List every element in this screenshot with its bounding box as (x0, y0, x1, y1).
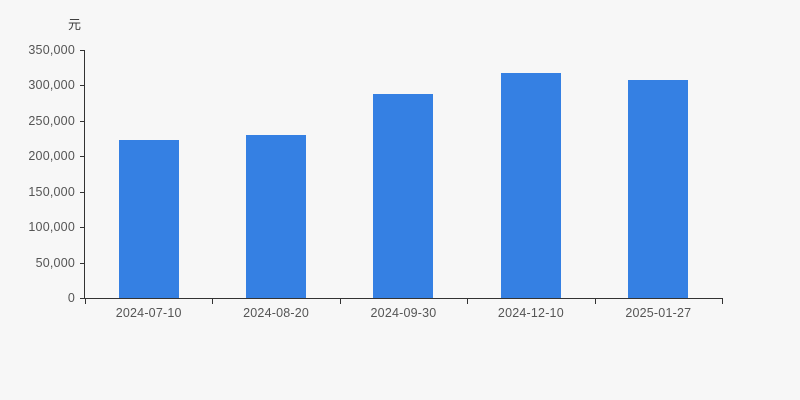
y-axis: 0 50,000 100,000 150,000 200,000 250,000 300,0… (0, 0, 85, 305)
y-axis-tick-label: 250,000 (28, 113, 75, 128)
x-axis-tick-label: 2024-07-10 (115, 306, 182, 320)
x-axis-tick (212, 298, 214, 304)
bar-slot (467, 50, 594, 298)
y-axis-tick (80, 298, 85, 299)
y-axis-tick-label: 100,000 (28, 220, 75, 235)
y-axis-tick-label: 300,000 (28, 78, 75, 93)
y-axis-tick-label: 0 (67, 291, 75, 305)
bar-slot (595, 50, 722, 298)
x-axis-line (85, 298, 723, 299)
bar[interactable] (118, 140, 179, 298)
y-axis-tick (80, 50, 85, 51)
x-axis-tick (594, 298, 596, 304)
x-axis-tick-label: 2024-09-30 (370, 306, 437, 320)
bar[interactable] (246, 135, 307, 298)
y-axis-tick (80, 262, 85, 264)
y-axis-tick (80, 156, 85, 158)
y-axis-tick (80, 191, 85, 193)
y-axis-tick (80, 120, 85, 122)
y-axis-tick (80, 227, 85, 229)
x-axis-tick (339, 298, 341, 304)
bar-slot (212, 50, 339, 298)
y-axis-tick-label: 350,000 (28, 43, 75, 57)
y-axis-line (84, 50, 85, 299)
x-axis-tick-label: 2024-12-10 (497, 306, 564, 320)
y-axis-unit-label: 元 (68, 17, 82, 32)
y-axis-tick-label: 150,000 (28, 184, 75, 199)
x-axis-tick (467, 298, 469, 304)
bars-layer (85, 50, 722, 298)
y-axis-tick (80, 85, 85, 87)
bar-slot (85, 50, 212, 298)
x-axis-tick (722, 298, 723, 304)
bar[interactable] (628, 79, 689, 298)
bar[interactable] (500, 73, 561, 298)
x-axis-tick-label: 2024-08-20 (243, 306, 310, 320)
x-axis-tick-label: 2025-01-27 (625, 306, 692, 320)
y-axis-tick-label: 200,000 (28, 149, 75, 164)
bar[interactable] (373, 93, 434, 298)
x-axis-tick (85, 298, 86, 304)
y-axis-tick-label: 50,000 (35, 255, 75, 270)
bar-slot (340, 50, 467, 298)
